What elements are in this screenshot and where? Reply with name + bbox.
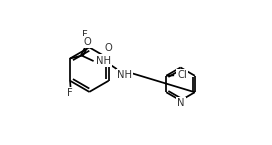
Text: O: O <box>84 37 92 47</box>
Text: NH: NH <box>117 70 132 80</box>
Text: Cl: Cl <box>177 70 187 80</box>
Text: F: F <box>82 30 88 40</box>
Text: O: O <box>104 43 112 53</box>
Text: F: F <box>67 88 73 98</box>
Text: NH: NH <box>96 56 111 66</box>
Text: N: N <box>177 98 185 108</box>
